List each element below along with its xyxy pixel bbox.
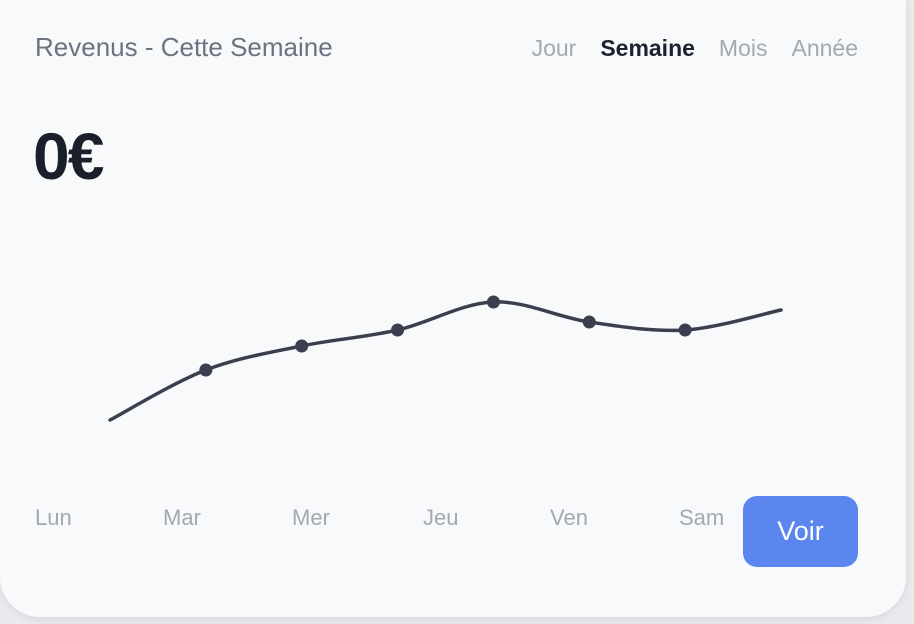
- tab-jour[interactable]: Jour: [531, 35, 577, 61]
- x-tick-label: Mer: [292, 505, 330, 530]
- period-tabs: Jour Semaine Mois Année: [532, 35, 858, 62]
- card-title: Revenus - Cette Semaine: [35, 32, 333, 62]
- x-tick-label: Lun: [35, 505, 72, 530]
- tab-annee[interactable]: Année: [791, 35, 858, 61]
- x-tick-label: Jeu: [423, 505, 459, 530]
- tab-mois[interactable]: Mois: [718, 35, 768, 61]
- x-tick-label: Sam: [679, 505, 725, 530]
- voir-button[interactable]: Voir: [743, 496, 858, 567]
- x-tick-label: Ven: [550, 505, 588, 530]
- tab-semaine[interactable]: Semaine: [600, 35, 695, 61]
- x-tick-label: Mar: [163, 505, 201, 530]
- revenue-amount: 0€: [33, 119, 104, 193]
